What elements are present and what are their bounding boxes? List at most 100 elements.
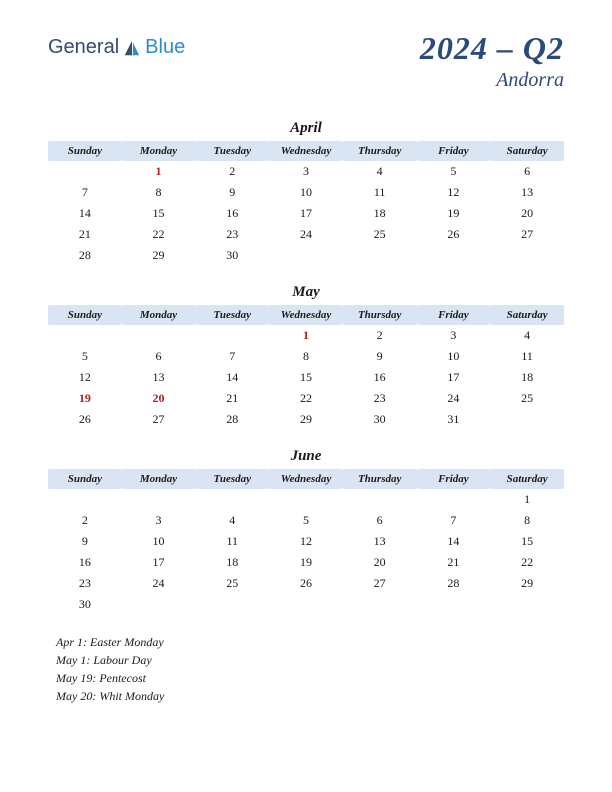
page-title: 2024 – Q2 [420,30,564,67]
logo: General Blue [48,36,185,59]
day-header: Thursday [343,469,417,489]
day-cell: 30 [195,245,269,266]
day-cell: 17 [122,552,196,573]
calendar-table: SundayMondayTuesdayWednesdayThursdayFrid… [48,141,564,266]
table-row: 12131415161718 [48,367,564,388]
day-cell: 30 [343,409,417,430]
month-block: MaySundayMondayTuesdayWednesdayThursdayF… [48,284,564,430]
holiday-entry: May 20: Whit Monday [56,687,564,705]
day-cell: 5 [48,346,122,367]
day-cell: 24 [417,388,491,409]
day-cell: 11 [490,346,564,367]
day-cell: 13 [490,182,564,203]
day-cell: 8 [122,182,196,203]
day-header: Monday [122,469,196,489]
day-cell: 11 [343,182,417,203]
day-cell [343,594,417,615]
day-header: Thursday [343,141,417,161]
day-header: Saturday [490,141,564,161]
day-header: Tuesday [195,305,269,325]
day-header: Thursday [343,305,417,325]
day-cell: 22 [490,552,564,573]
day-cell: 12 [269,531,343,552]
table-row: 567891011 [48,346,564,367]
day-cell: 29 [122,245,196,266]
day-cell: 1 [122,161,196,182]
table-row: 2345678 [48,510,564,531]
page-subtitle: Andorra [420,69,564,92]
day-cell: 21 [195,388,269,409]
day-cell: 27 [343,573,417,594]
day-cell: 23 [48,573,122,594]
day-cell [195,594,269,615]
logo-text-general: General [48,36,119,59]
day-cell: 10 [269,182,343,203]
day-cell: 27 [122,409,196,430]
day-cell: 29 [490,573,564,594]
day-cell: 12 [48,367,122,388]
day-cell: 3 [269,161,343,182]
day-cell: 8 [490,510,564,531]
day-cell: 19 [417,203,491,224]
day-header: Tuesday [195,469,269,489]
day-cell: 5 [417,161,491,182]
day-cell: 9 [48,531,122,552]
table-row: 23242526272829 [48,573,564,594]
day-header: Wednesday [269,469,343,489]
day-cell: 25 [195,573,269,594]
day-cell [48,161,122,182]
day-cell: 31 [417,409,491,430]
day-cell: 25 [343,224,417,245]
day-cell [122,325,196,346]
day-cell [417,594,491,615]
day-header: Tuesday [195,141,269,161]
holiday-entry: May 1: Labour Day [56,651,564,669]
day-cell: 28 [48,245,122,266]
day-cell: 1 [490,489,564,510]
day-cell [343,245,417,266]
table-row: 123456 [48,161,564,182]
day-cell: 7 [48,182,122,203]
day-cell: 4 [490,325,564,346]
day-cell: 17 [269,203,343,224]
day-cell: 4 [343,161,417,182]
day-cell [269,489,343,510]
day-cell: 21 [417,552,491,573]
day-cell: 16 [195,203,269,224]
day-cell: 24 [122,573,196,594]
day-cell: 6 [122,346,196,367]
day-cell: 15 [269,367,343,388]
table-row: 1234 [48,325,564,346]
day-cell: 2 [195,161,269,182]
day-cell: 24 [269,224,343,245]
day-cell: 2 [48,510,122,531]
day-cell [48,325,122,346]
day-header: Monday [122,305,196,325]
table-row: 16171819202122 [48,552,564,573]
day-cell: 5 [269,510,343,531]
day-cell [417,489,491,510]
holidays-list: Apr 1: Easter MondayMay 1: Labour DayMay… [48,633,564,705]
day-cell: 26 [269,573,343,594]
day-cell [490,594,564,615]
day-cell: 6 [343,510,417,531]
day-cell [122,489,196,510]
day-cell [195,489,269,510]
day-cell: 10 [122,531,196,552]
table-row: 14151617181920 [48,203,564,224]
day-cell: 16 [343,367,417,388]
month-name: May [48,284,564,301]
day-cell [269,245,343,266]
table-row: 21222324252627 [48,224,564,245]
day-header: Sunday [48,469,122,489]
day-cell: 29 [269,409,343,430]
day-cell: 14 [195,367,269,388]
month-block: JuneSundayMondayTuesdayWednesdayThursday… [48,448,564,615]
day-cell: 30 [48,594,122,615]
day-header: Sunday [48,141,122,161]
day-cell: 10 [417,346,491,367]
title-block: 2024 – Q2 Andorra [420,30,564,92]
day-cell: 19 [48,388,122,409]
table-row: 9101112131415 [48,531,564,552]
day-cell [490,245,564,266]
